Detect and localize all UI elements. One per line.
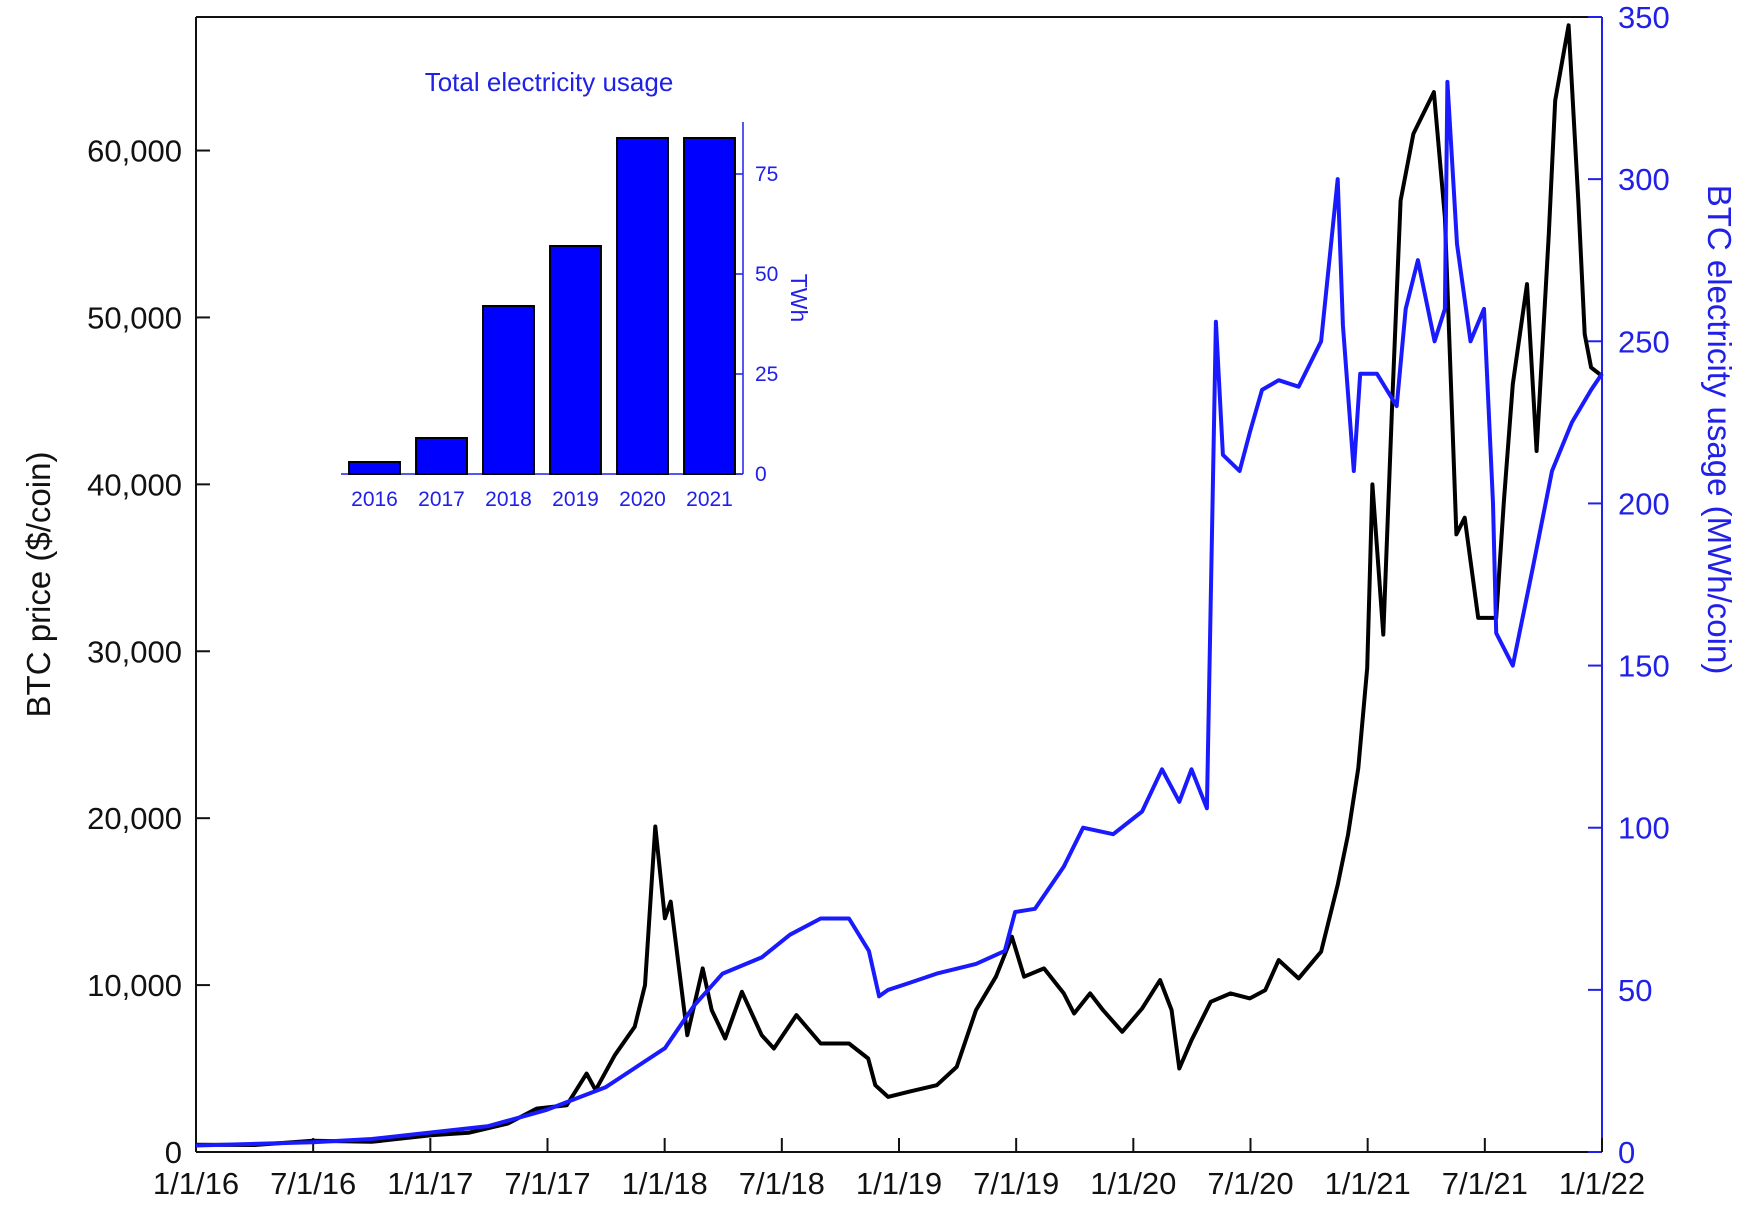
x-tick-label: 7/1/20 [1207, 1166, 1293, 1201]
x-tick-label: 1/1/22 [1559, 1166, 1645, 1201]
left-tick-label: 10,000 [87, 968, 182, 1003]
inset-bar [415, 437, 468, 475]
right-tick-label: 200 [1618, 486, 1670, 521]
inset-chart: Total electricity usage 0 25 50 75 TWh 2016 201… [341, 67, 812, 511]
series-layer [195, 23, 1604, 1148]
x-tick-label: 1/1/18 [622, 1166, 708, 1201]
inset-tick-label: 75 [755, 163, 778, 186]
inset-title: Total electricity usage [425, 67, 674, 97]
inset-category-label: 2018 [485, 488, 532, 511]
x-tick-label: 1/1/21 [1325, 1166, 1411, 1201]
inset-category-label: 2019 [552, 488, 599, 511]
left-axis-title: BTC price ($/coin) [20, 452, 57, 718]
x-tick-label: 1/1/17 [387, 1166, 473, 1201]
x-tick-label: 7/1/17 [504, 1166, 590, 1201]
x-tick-label: 7/1/18 [739, 1166, 825, 1201]
inset-bar [482, 305, 535, 475]
right-tick-label: 300 [1618, 162, 1670, 197]
x-tick-label: 1/1/20 [1090, 1166, 1176, 1201]
x-tick-label: 7/1/16 [270, 1166, 356, 1201]
left-tick-label: 30,000 [87, 634, 182, 669]
inset-unit-label: TWh [786, 274, 812, 323]
inset-tick-label: 0 [755, 463, 767, 486]
right-tick-label: 350 [1618, 0, 1670, 35]
left-tick-label: 60,000 [87, 134, 182, 169]
left-tick-label: 0 [165, 1135, 182, 1170]
inset-bar [348, 461, 401, 475]
right-tick-label: 100 [1618, 811, 1670, 846]
btc-price-line [195, 23, 1604, 1147]
left-tick-label: 50,000 [87, 300, 182, 335]
right-tick-label: 150 [1618, 649, 1670, 684]
inset-category-label: 2017 [418, 488, 465, 511]
btc-electricity-line [195, 79, 1604, 1148]
right-tick-label: 0 [1618, 1135, 1635, 1170]
inset-tick-label: 50 [755, 263, 778, 286]
left-tick-label: 40,000 [87, 467, 182, 502]
right-tick-label: 50 [1618, 973, 1652, 1008]
x-tick-label: 7/1/21 [1442, 1166, 1528, 1201]
inset-bar [549, 245, 602, 475]
inset-category-label: 2021 [686, 488, 733, 511]
inset-bar [616, 137, 669, 475]
right-axis-title: BTC electricity usage (MWh/coin) [1701, 185, 1738, 675]
inset-tick-label: 25 [755, 363, 778, 386]
left-tick-label: 20,000 [87, 801, 182, 836]
right-tick-label: 250 [1618, 324, 1670, 359]
axes-layer: 0 10,000 20,000 30,000 40,000 50,000 60,000 0 50… [20, 0, 1738, 1201]
x-tick-label: 1/1/19 [856, 1166, 942, 1201]
inset-category-label: 2016 [351, 488, 398, 511]
inset-bar [683, 137, 736, 475]
inset-category-label: 2020 [619, 488, 666, 511]
x-tick-label: 7/1/19 [973, 1166, 1059, 1201]
x-tick-label: 1/1/16 [153, 1166, 239, 1201]
